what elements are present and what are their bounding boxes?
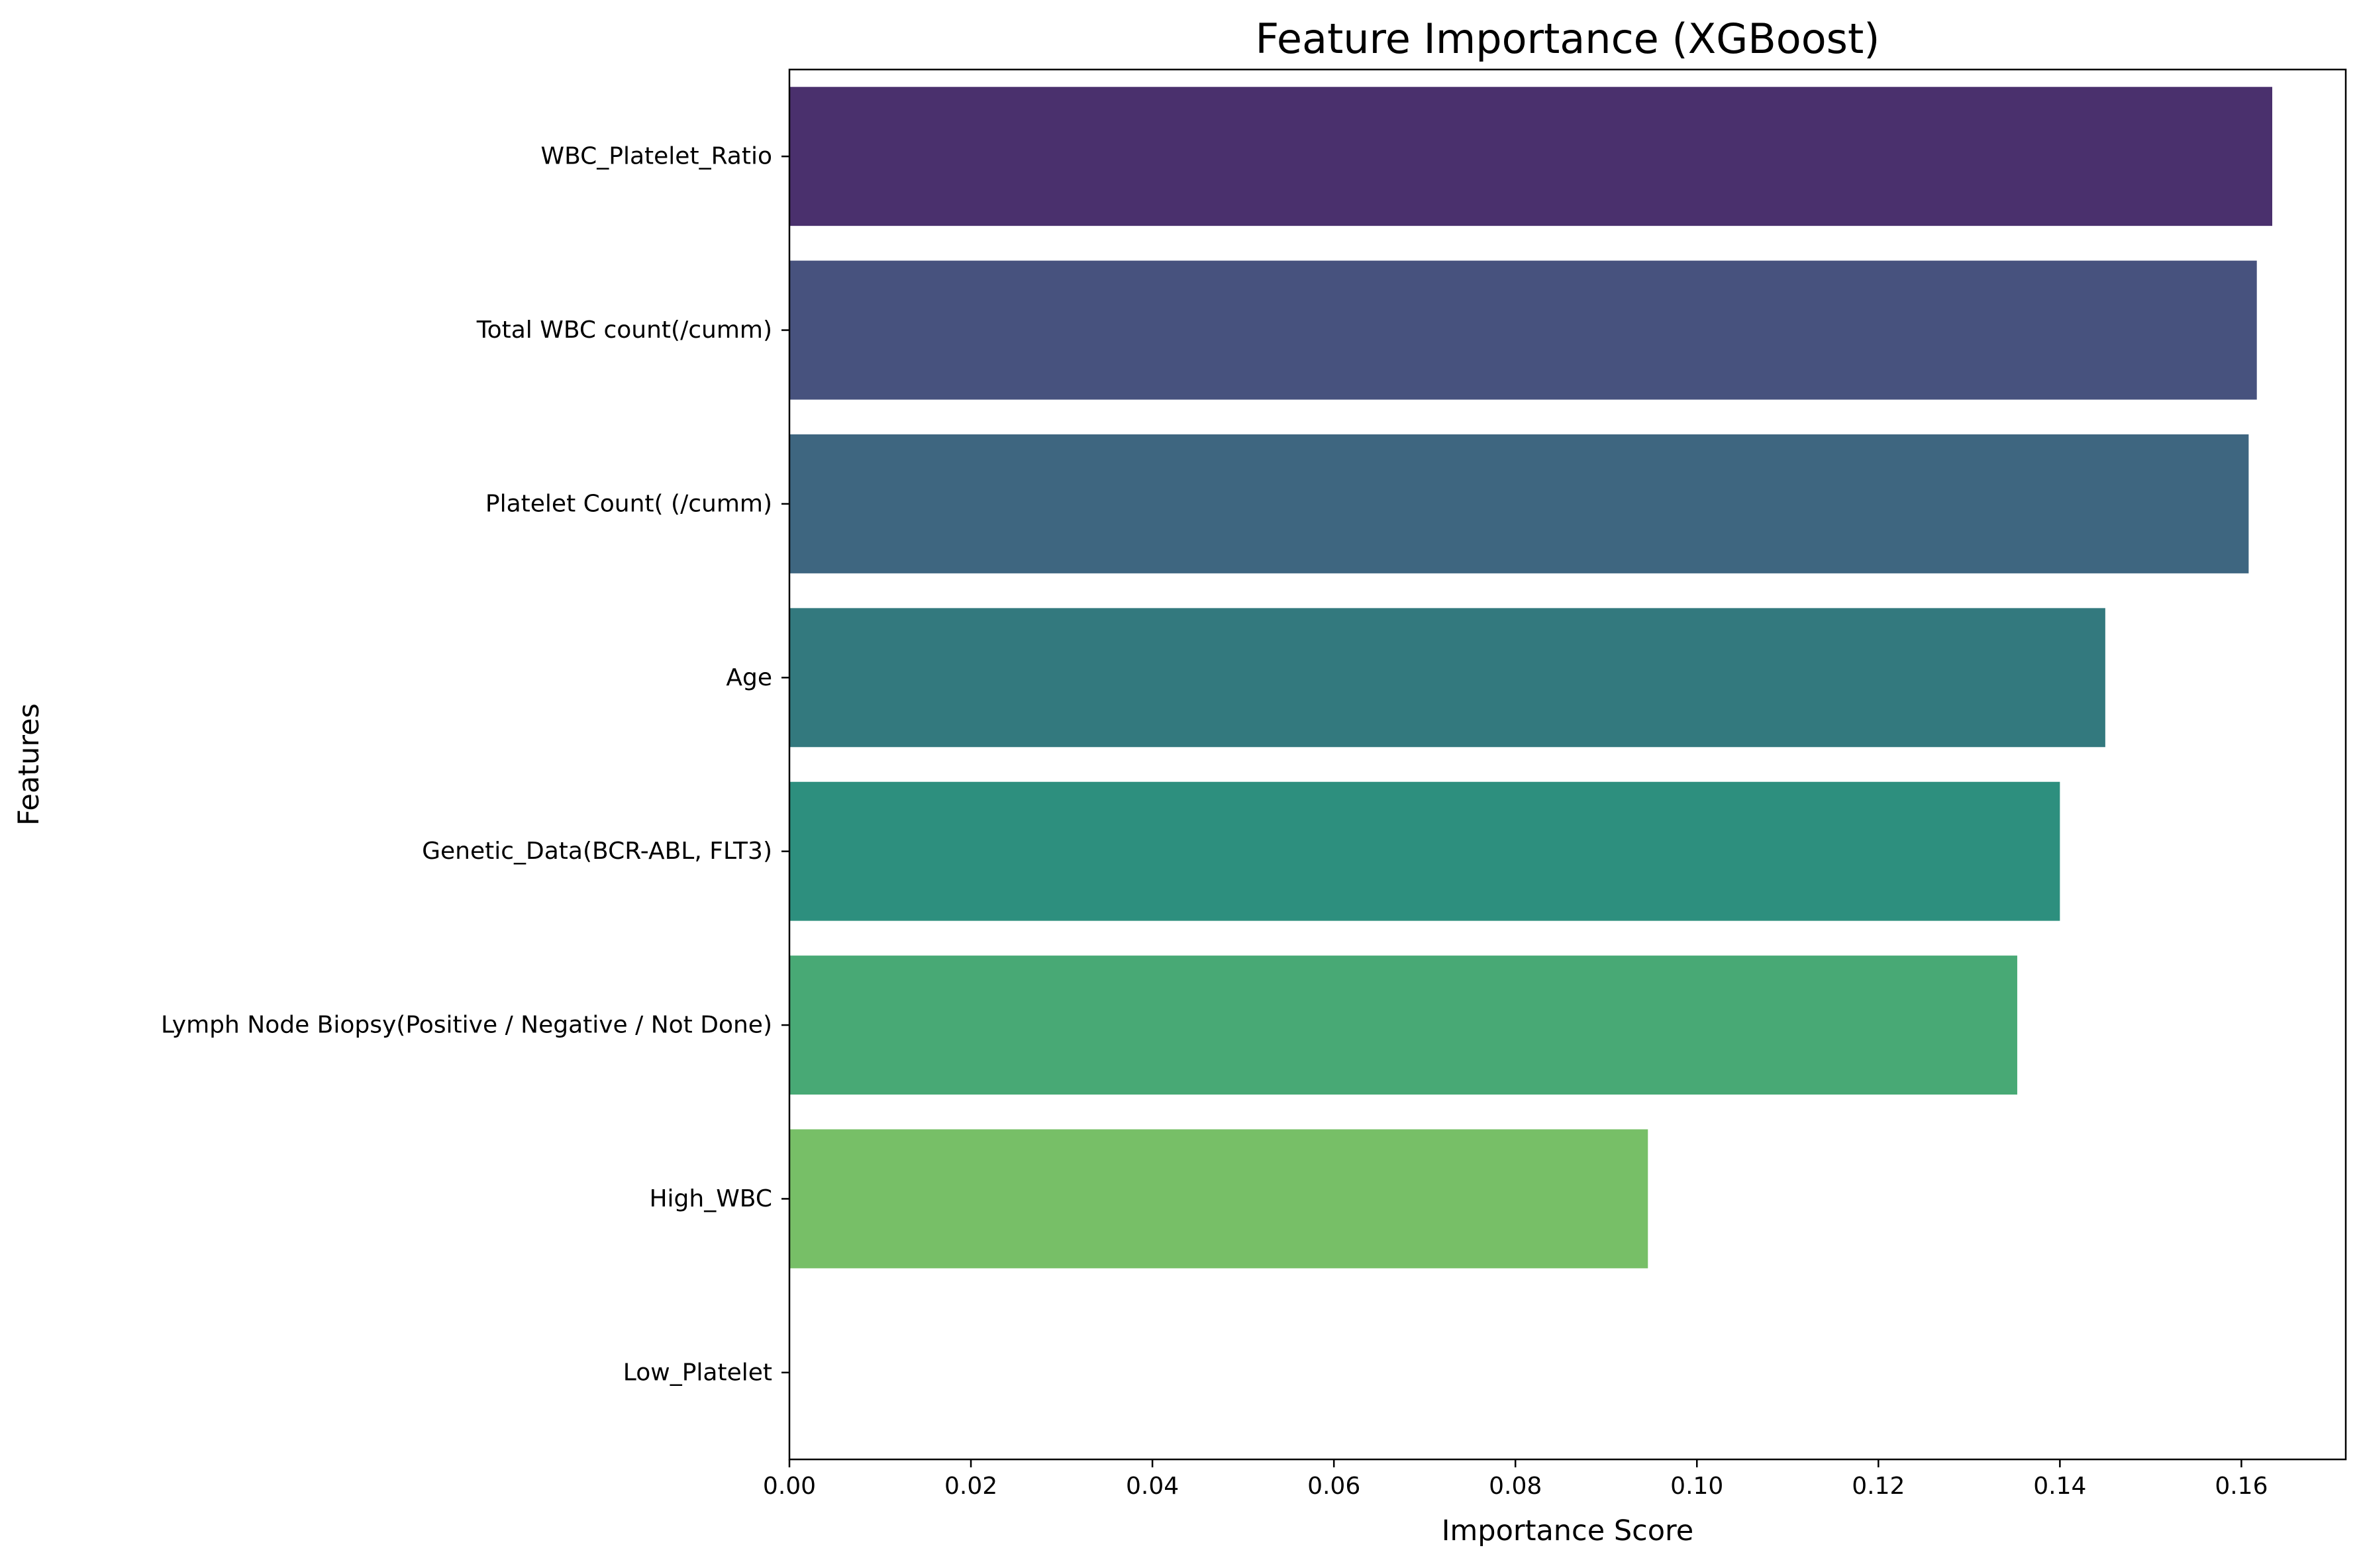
x-tick-label: 0.12 [1852,1473,1905,1500]
y-tick-label: Lymph Node Biopsy(Positive / Negative / … [161,1012,772,1039]
x-tick-label: 0.08 [1489,1473,1542,1500]
plot-frame [788,68,2347,1461]
bar-2 [789,260,2257,400]
y-tick-label: High_WBC [649,1185,772,1212]
y-tick-label: Low_Platelet [623,1359,772,1386]
y-tick-label: WBC_Platelet_Ratio [540,143,772,170]
x-tick-label: 0.06 [1307,1473,1360,1500]
y-axis-ticks: WBC_Platelet_Ratio Total WBC count(/cumm)… [161,143,789,1386]
bar-4 [789,608,2105,748]
y-tick-label: Platelet Count( (/cumm) [485,490,772,517]
bar-5 [789,781,2060,921]
x-tick-label: 0.04 [1126,1473,1179,1500]
x-tick-label: 0.10 [1670,1473,1723,1500]
chart-title: Feature Importance (XGBoost) [1256,15,1880,63]
x-axis-title: Importance Score [1442,1514,1694,1547]
x-tick-label: 0.02 [944,1473,997,1500]
bars-layer [789,87,2273,1269]
x-tick-label: 0.00 [763,1473,816,1500]
bar-1 [789,87,2273,226]
y-tick-label: Genetic_Data(BCR-ABL, FLT3) [422,838,772,865]
y-tick-label: Age [726,664,772,691]
y-axis-title: Features [13,703,46,826]
x-tick-label: 0.14 [2033,1473,2086,1500]
x-tick-label: 0.16 [2215,1473,2268,1500]
bar-7 [789,1129,1648,1269]
x-axis-ticks: 0.00 0.02 0.04 0.06 0.08 0.10 0.12 0.14 0.16 [763,1459,2268,1500]
bar-3 [789,434,2249,573]
bar-6 [789,956,2017,1095]
y-tick-label: Total WBC count(/cumm) [476,317,772,344]
